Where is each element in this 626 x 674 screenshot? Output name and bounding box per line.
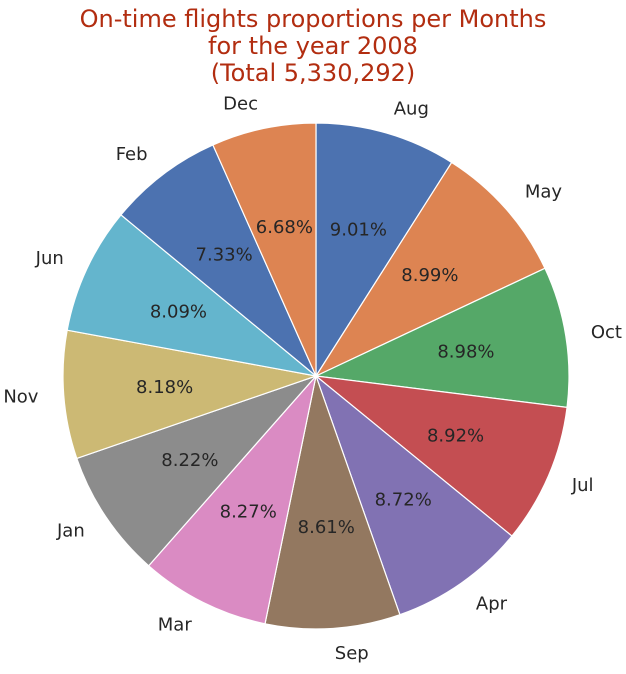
pct-label-oct: 8.98% — [437, 342, 494, 363]
pie-slice-jul — [314, 375, 568, 537]
percentage-labels: 9.01% 8.99% 8.98% 8.92% 8.72% 8.61% 8.27% 8.22%… — [136, 217, 494, 538]
category-label-dec: Dec — [223, 93, 258, 114]
pct-label-jan: 8.22% — [161, 450, 218, 471]
pct-label-dec: 6.68% — [256, 217, 313, 238]
pie-slice-nov — [62, 329, 319, 460]
pie-slice-may — [314, 161, 546, 378]
pct-label-jul: 8.92% — [427, 425, 484, 446]
pie-slice-oct — [313, 267, 570, 409]
category-label-jan: Jan — [56, 520, 85, 541]
category-label-sep: Sep — [335, 643, 369, 664]
category-label-jun: Jun — [35, 248, 64, 269]
pct-label-jun: 8.09% — [150, 301, 207, 322]
pct-label-nov: 8.18% — [136, 377, 193, 398]
pct-label-mar: 8.27% — [220, 501, 277, 522]
chart-title-line-3: (Total 5,330,292) — [211, 59, 416, 87]
pie-slice-aug — [315, 122, 453, 379]
pct-label-may: 8.99% — [401, 265, 458, 286]
pie-slice-dec — [212, 122, 317, 377]
category-label-mar: Mar — [158, 615, 193, 636]
chart-title-line-1: On-time flights proportions per Months — [80, 5, 547, 33]
pie-slice-feb — [120, 144, 317, 377]
pie-slice-sep — [264, 373, 401, 630]
pie-slice-jun — [66, 214, 319, 378]
chart-title: On-time flights proportions per Months f… — [80, 5, 547, 87]
category-labels: Aug May Oct Jul Apr Sep Mar Jan Nov Jun Feb Dec — [3, 93, 622, 664]
pct-label-sep: 8.61% — [298, 517, 355, 538]
category-label-apr: Apr — [476, 593, 508, 614]
category-label-aug: Aug — [394, 98, 429, 119]
category-label-jul: Jul — [571, 475, 594, 496]
pie-slice-mar — [147, 373, 318, 625]
pct-label-feb: 7.33% — [196, 245, 253, 266]
pct-label-apr: 8.72% — [375, 490, 432, 511]
category-label-may: May — [525, 182, 563, 203]
chart-title-line-2: for the year 2008 — [208, 32, 418, 60]
pie-slice-apr — [314, 374, 513, 616]
pie-slice-jan — [76, 374, 318, 567]
pct-label-aug: 9.01% — [330, 220, 387, 241]
pie-slices — [62, 122, 570, 630]
category-label-feb: Feb — [116, 144, 148, 165]
category-label-oct: Oct — [591, 322, 622, 343]
category-label-nov: Nov — [3, 386, 38, 407]
